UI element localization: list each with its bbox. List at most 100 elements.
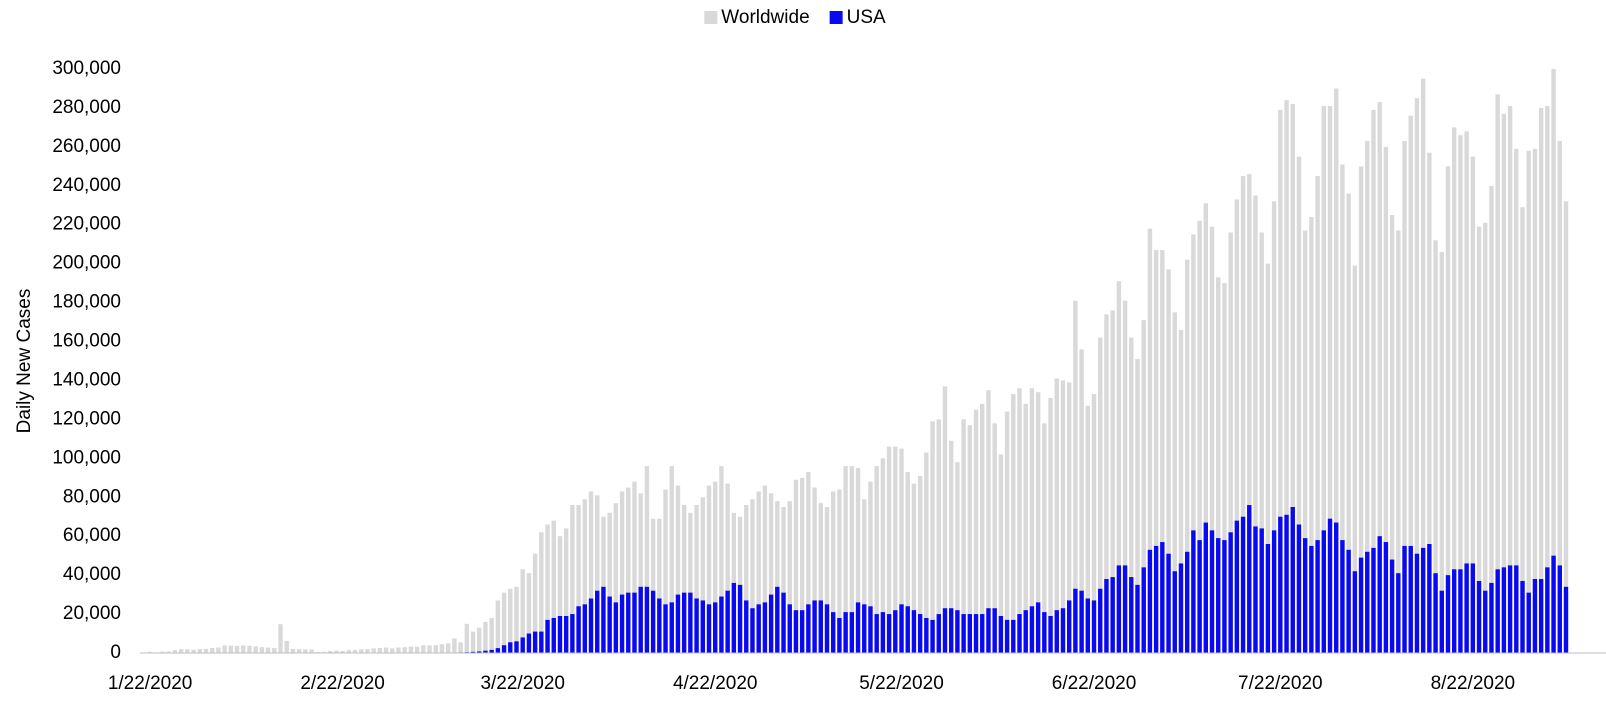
bar — [768, 594, 774, 653]
bar — [762, 602, 768, 653]
bar — [967, 614, 973, 653]
bar — [1141, 567, 1146, 653]
bar — [688, 592, 693, 653]
bar — [1365, 141, 1370, 653]
bar — [880, 458, 886, 653]
bar — [1290, 507, 1295, 653]
bar — [1495, 569, 1500, 653]
bar — [1116, 281, 1122, 653]
bar — [781, 507, 786, 653]
bar — [1048, 397, 1053, 653]
bar — [713, 602, 718, 653]
bar — [532, 553, 538, 653]
bar — [1427, 543, 1432, 653]
bar — [1191, 234, 1196, 653]
bar — [837, 617, 842, 653]
bar — [1334, 522, 1339, 653]
bar — [824, 604, 830, 653]
bar — [595, 590, 600, 653]
bar — [955, 610, 960, 653]
bar — [1122, 300, 1128, 653]
bar — [1110, 577, 1115, 653]
bar — [973, 614, 979, 653]
bar — [570, 614, 575, 653]
bar — [147, 651, 153, 653]
bar — [222, 645, 227, 653]
bar — [756, 491, 761, 653]
bar — [1321, 105, 1326, 653]
bar — [1253, 526, 1258, 653]
bar — [1315, 176, 1320, 654]
bar — [296, 649, 302, 653]
bar — [1017, 614, 1022, 653]
bar — [1290, 104, 1295, 654]
bar — [1091, 394, 1097, 653]
bar — [1327, 518, 1333, 653]
bar — [849, 612, 855, 653]
bar — [806, 471, 811, 653]
y-tick-label: 200,000 — [52, 253, 121, 274]
bar — [1184, 551, 1190, 653]
bar — [483, 650, 488, 653]
bar — [532, 631, 538, 653]
bar — [203, 648, 209, 653]
bar — [1004, 619, 1010, 653]
bar — [1135, 584, 1140, 653]
bar — [793, 479, 799, 653]
bar — [1358, 166, 1364, 654]
bar — [582, 604, 588, 653]
bar — [520, 569, 525, 653]
bar — [1054, 610, 1059, 653]
bar — [557, 616, 563, 653]
bar — [899, 604, 904, 653]
bar — [1178, 563, 1184, 653]
bar — [1396, 230, 1401, 653]
bar — [1483, 222, 1488, 653]
bar — [1042, 612, 1047, 653]
bar — [1153, 250, 1159, 654]
bar — [1234, 520, 1240, 653]
bar — [626, 592, 631, 653]
bar — [501, 592, 507, 653]
bar — [1278, 516, 1283, 653]
bar — [1414, 553, 1420, 653]
bar — [495, 600, 501, 653]
bar — [477, 651, 482, 653]
bar — [1191, 530, 1196, 653]
bar — [588, 598, 594, 653]
y-tick-label: 280,000 — [52, 97, 121, 118]
bar — [1476, 580, 1482, 653]
bar — [439, 644, 445, 653]
bar — [520, 637, 525, 653]
bar — [719, 466, 724, 653]
bar — [284, 640, 289, 653]
bar — [992, 608, 997, 653]
bar — [973, 409, 979, 653]
bar — [669, 466, 674, 653]
bar — [924, 452, 929, 653]
bar — [886, 614, 892, 653]
bar — [514, 586, 519, 653]
bar — [1203, 203, 1209, 653]
bar — [632, 592, 637, 653]
bar — [1452, 569, 1457, 653]
bar — [806, 604, 811, 653]
bar — [694, 598, 699, 653]
bar — [1042, 423, 1047, 653]
x-tick-label: 6/22/2020 — [1052, 673, 1137, 694]
bar — [1414, 98, 1420, 653]
y-tick-label: 0 — [110, 642, 121, 663]
bar — [1420, 78, 1426, 653]
bar — [1085, 598, 1091, 653]
bar — [1452, 127, 1457, 653]
bar — [1129, 577, 1134, 653]
bar — [1066, 382, 1072, 653]
bar — [1104, 314, 1109, 653]
bar — [477, 627, 482, 653]
bar — [1035, 602, 1041, 653]
bar — [563, 528, 569, 653]
bar — [1247, 174, 1252, 653]
bar — [1004, 411, 1010, 653]
bar — [1209, 530, 1215, 653]
bar — [1197, 540, 1202, 653]
